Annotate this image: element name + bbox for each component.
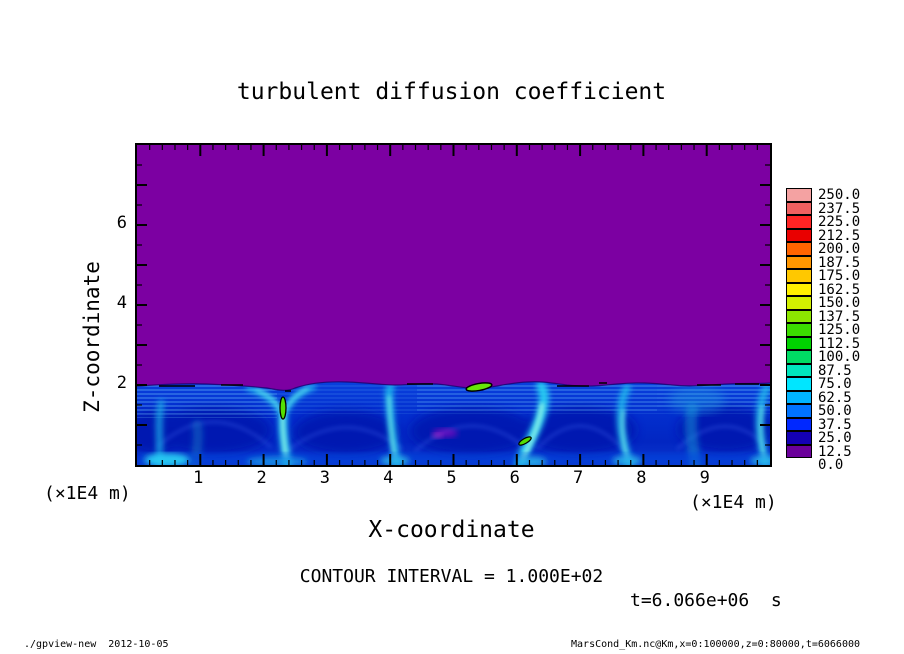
colorbar-tick-label: 175.0 [818,268,861,284]
colorbar-cell [786,255,812,269]
colorbar-tick-label: 100.0 [818,349,861,365]
x-axis-unit-label: (×1E4 m) [690,492,777,513]
x-axis-label: X-coordinate [368,517,535,543]
colorbar-cell [786,363,812,377]
colorbar-tick-label: 212.5 [818,227,861,244]
colorbar: 250.0 237.5 225.0 212.5 200.0 187.5 175.0 162.5… [786,188,904,478]
colorbar-cell [786,390,812,404]
colorbar-tick-label: 112.5 [818,335,861,352]
colorbar-tick-label: 62.5 [818,389,852,406]
colorbar-tick-label: 12.5 [818,443,852,460]
footer-command-date: ./gpview-new 2012-10-05 [24,639,169,650]
x-tick-label: 6 [509,468,520,488]
colorbar-tick-label: 250.0 [818,187,861,203]
colorbar-cell [786,282,812,296]
x-tick-label: 9 [699,468,710,488]
y-axis-label: Z-coordinate [80,261,104,413]
colorbar-cell [786,431,812,445]
colorbar-cell [786,242,812,256]
x-tick-label: 5 [446,468,457,488]
footer-dataset-info: MarsCond_Km.nc@Km,x=0:100000,z=0:80000,t… [571,639,860,650]
x-tick-label: 4 [383,468,394,488]
colorbar-cell [786,417,812,431]
colorbar-cell [786,336,812,350]
colorbar-cell [786,296,812,310]
colorbar-tick-label: 200.0 [818,241,861,257]
time-annotation: t=6.066e+06 s [630,590,782,611]
x-tick-label: 7 [572,468,584,488]
colorbar-cell [786,404,812,418]
colorbar-cell [786,350,812,364]
x-tick-label: 3 [319,468,331,488]
colorbar-tick-label: 137.5 [818,308,861,325]
colorbar-tick-label: 75.0 [818,376,852,392]
colorbar-cell [786,377,812,391]
colorbar-tick-label: 187.5 [818,254,861,271]
y-tick-label: 2 [116,373,127,393]
colorbar-tick-label: 37.5 [818,416,852,433]
chart-title: turbulent diffusion coefficient [236,79,667,105]
colorbar-cell [786,228,812,242]
colorbar-tick-label: 25.0 [818,430,852,446]
colorbar-tick-label: 0.0 [818,457,844,473]
colorbar-tick-label: 87.5 [818,362,852,379]
colorbar-tick-label: 125.0 [818,322,861,338]
heatmap-field [137,145,770,465]
axis-ticks [137,145,770,465]
colorbar-cell [786,215,812,229]
x-tick-label: 1 [193,468,204,488]
y-tick-label: 6 [116,213,127,233]
colorbar-tick-label: 50.0 [818,403,852,419]
plot-area [135,143,772,467]
x-tick-label: 8 [636,468,647,488]
y-tick-label: 4 [116,293,127,313]
colorbar-cell [786,188,812,202]
colorbar-tick-label: 162.5 [818,281,861,298]
colorbar-cell [786,309,812,323]
colorbar-cell [786,201,812,215]
colorbar-tick-label: 225.0 [818,214,861,230]
colorbar-tick-label: 150.0 [818,295,861,311]
x-tick-label: 2 [256,468,267,488]
colorbar-cell [786,323,812,337]
colorbar-cell [786,269,812,283]
y-axis-unit-label: (×1E4 m) [44,483,131,504]
contour-interval-note: CONTOUR INTERVAL = 1.000E+02 [299,566,604,587]
colorbar-cell [786,444,812,458]
colorbar-tick-label: 237.5 [818,200,861,217]
